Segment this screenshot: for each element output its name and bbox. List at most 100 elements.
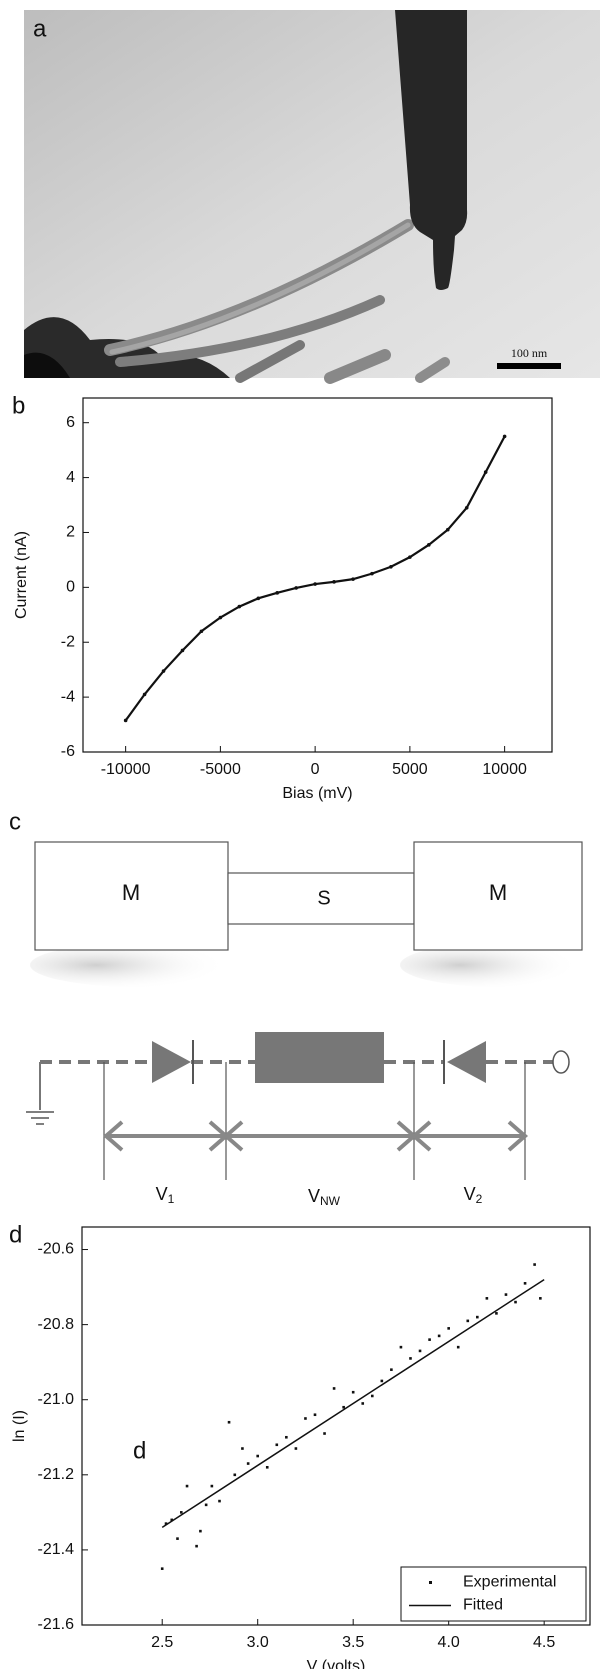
- x-tick-label: 0: [311, 761, 320, 778]
- data-point: [495, 1312, 498, 1315]
- data-point: [170, 1518, 174, 1522]
- voltage-main: V: [464, 1184, 476, 1204]
- data-point: [185, 1484, 189, 1488]
- data-point: [210, 1484, 214, 1488]
- x-tick-label: 4.0: [438, 1634, 460, 1651]
- data-point: [370, 571, 374, 576]
- data-point: [332, 580, 336, 584]
- voltage-label: V2: [464, 1184, 483, 1206]
- data-point: [533, 1263, 536, 1266]
- diagram: M S M V1 VNW V2: [26, 841, 600, 1208]
- data-point: [256, 596, 261, 601]
- data-point: [476, 1315, 479, 1319]
- annotation: d: [133, 1437, 146, 1464]
- data-point: [195, 1544, 198, 1548]
- x-tick-label: 10000: [482, 761, 527, 778]
- voltage-sub: 2: [476, 1192, 483, 1206]
- y-tick-label: -20.8: [38, 1316, 75, 1333]
- data-point: [294, 586, 298, 590]
- data-point: [456, 1345, 460, 1349]
- x-tick-label: 3.0: [247, 1634, 269, 1651]
- y-tick-label: -21.6: [38, 1616, 75, 1633]
- data-point: [218, 1499, 221, 1503]
- data-point: [142, 692, 147, 697]
- data-point: [256, 1454, 259, 1458]
- data-point: [218, 615, 223, 620]
- data-point: [313, 582, 317, 586]
- block-label: M: [122, 880, 140, 905]
- data-point: [485, 1297, 489, 1300]
- panel-label: c: [9, 808, 21, 835]
- data-point: [380, 1379, 384, 1383]
- data-point: [160, 1567, 164, 1570]
- panel-label: b: [12, 392, 25, 419]
- data-point: [483, 470, 488, 474]
- data-point: [389, 564, 393, 569]
- data-point: [285, 1435, 288, 1439]
- y-tick-label: -21.4: [38, 1541, 75, 1558]
- data-point: [233, 1473, 237, 1477]
- x-axis-label: Bias (mV): [282, 785, 352, 802]
- x-tick-label: 5000: [392, 761, 428, 778]
- data-point: [390, 1368, 393, 1371]
- data-point: [123, 718, 128, 723]
- plot-frame: [81, 1226, 591, 1626]
- y-tick-label: 6: [66, 414, 75, 431]
- data-point: [399, 1345, 403, 1349]
- data-point: [351, 577, 355, 581]
- data-point: [323, 1432, 326, 1435]
- data-point: [275, 591, 280, 595]
- data-point: [502, 434, 507, 439]
- legend-label: Experimental: [463, 1574, 556, 1591]
- panel-label: a: [33, 15, 47, 42]
- data-point: [180, 1511, 183, 1514]
- voltage-sub: NW: [320, 1194, 341, 1208]
- data-point: [445, 527, 450, 532]
- y-tick-label: -20.6: [38, 1241, 75, 1258]
- data-point: [466, 1319, 470, 1323]
- data-point: [539, 1297, 542, 1300]
- y-tick-label: -21.2: [38, 1466, 75, 1483]
- data-point: [294, 1447, 298, 1450]
- x-tick-label: 2.5: [151, 1634, 173, 1651]
- legend-box: [400, 1566, 587, 1622]
- data-point: [304, 1417, 307, 1420]
- data-point: [418, 1349, 422, 1353]
- block-label: M: [489, 880, 507, 905]
- data-point: [427, 543, 431, 547]
- tem-image: 100 nm: [24, 10, 600, 384]
- y-tick-label: -21.0: [38, 1391, 75, 1408]
- data-point: [164, 1522, 168, 1525]
- data-point: [265, 1466, 269, 1469]
- data-point: [409, 1357, 412, 1360]
- legend-swatch: [429, 1581, 432, 1584]
- voltage-main: V: [156, 1184, 168, 1204]
- y-axis-label: ln (I): [11, 1410, 28, 1442]
- y-tick-label: 2: [66, 524, 75, 541]
- voltage-label: VNW: [308, 1186, 341, 1208]
- data-point: [180, 648, 185, 653]
- y-tick-label: -4: [61, 688, 75, 705]
- data-point: [237, 604, 242, 609]
- data-point: [227, 1420, 231, 1424]
- data-point: [204, 1503, 208, 1507]
- legend-label: Fitted: [463, 1597, 503, 1614]
- plot-frame: [82, 397, 553, 753]
- data-point: [199, 629, 204, 634]
- x-tick-label: 4.5: [533, 1634, 555, 1651]
- data-point: [504, 1293, 508, 1296]
- fit-line: [161, 1278, 545, 1529]
- voltage-main: V: [308, 1186, 320, 1206]
- x-axis-label: V (volts): [307, 1658, 366, 1669]
- data-point: [464, 505, 469, 510]
- data-point: [176, 1537, 179, 1540]
- x-tick-label: -5000: [200, 761, 241, 778]
- data-point: [361, 1402, 365, 1405]
- voltage-sub: 1: [168, 1192, 175, 1206]
- data-point: [523, 1282, 527, 1285]
- data-point: [332, 1387, 336, 1390]
- scale-bar-label: 100 nm: [511, 346, 548, 360]
- data-point: [199, 1529, 202, 1533]
- data-point: [241, 1447, 244, 1450]
